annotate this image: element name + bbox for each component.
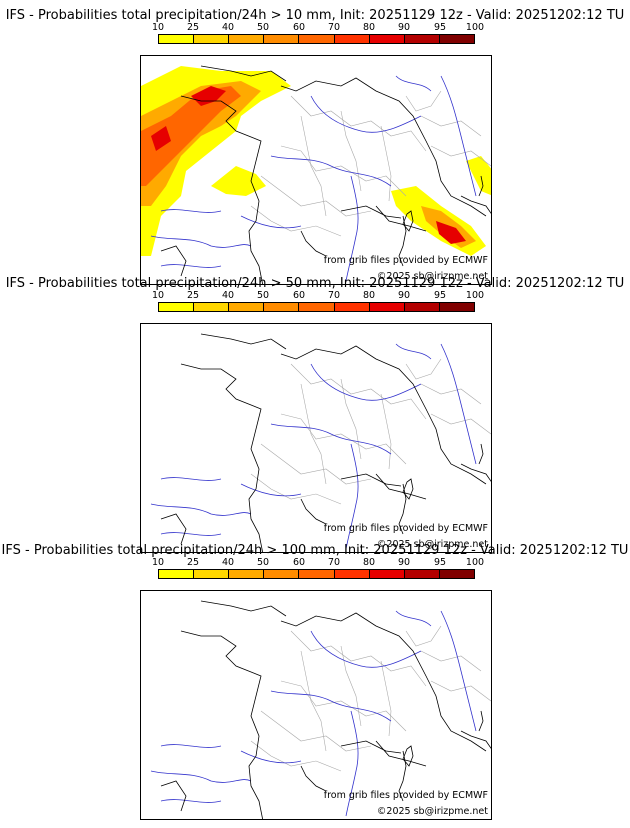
precipitation-map: from grib files provided by ECMWF ©2025 … (140, 590, 492, 820)
legend-label: 70 (327, 557, 341, 568)
color-scale (158, 569, 475, 579)
legend-label: 40 (221, 557, 235, 568)
map-graphic (150, 333, 491, 552)
legend-label: 100 (465, 557, 485, 568)
color-swatch (439, 570, 474, 578)
legend-label: 60 (292, 22, 306, 33)
legend-label: 80 (362, 290, 376, 301)
color-swatch (404, 35, 440, 43)
color-swatch (369, 35, 405, 43)
coastlines-borders (160, 333, 491, 552)
legend-label: 60 (292, 557, 306, 568)
precipitation-map: from grib files provided by ECMWF ©2025 … (140, 323, 492, 553)
color-swatch (159, 303, 195, 311)
color-swatch (369, 303, 405, 311)
map-panel-50mm: IFS - Probabilities total precipitation/… (0, 276, 630, 553)
legend-label: 25 (186, 22, 200, 33)
source-credit: from grib files provided by ECMWF (323, 255, 488, 266)
legend-labels: 10 25 40 50 60 70 80 90 95 100 (146, 558, 498, 568)
color-swatch (264, 303, 300, 311)
rivers (150, 343, 477, 550)
panel-title: IFS - Probabilities total precipitation/… (5, 8, 625, 23)
legend-label: 70 (327, 22, 341, 33)
legend-label: 70 (327, 290, 341, 301)
legend-label: 25 (186, 290, 200, 301)
legend-label: 90 (397, 557, 411, 568)
geography (150, 333, 491, 552)
map-panel-10mm: IFS - Probabilities total precipitation/… (0, 8, 630, 285)
admin-borders (250, 625, 491, 772)
legend-label: 80 (362, 557, 376, 568)
color-swatch (264, 35, 300, 43)
source-credit: from grib files provided by ECMWF (323, 523, 488, 534)
color-swatch (299, 303, 335, 311)
panel-title: IFS - Probabilities total precipitation/… (5, 276, 625, 291)
legend-label: 40 (221, 290, 235, 301)
map-graphic (141, 65, 491, 284)
legend-label: 90 (397, 22, 411, 33)
map-graphic (150, 600, 491, 819)
coastlines-borders (160, 600, 491, 819)
color-swatch (229, 570, 265, 578)
legend-label: 95 (433, 557, 447, 568)
legend-label: 80 (362, 22, 376, 33)
color-swatch (194, 570, 230, 578)
rivers (150, 75, 477, 282)
color-swatch (264, 570, 300, 578)
color-swatch (159, 570, 195, 578)
color-swatch (369, 570, 405, 578)
precipitation-map: from grib files provided by ECMWF ©2025 … (140, 55, 492, 285)
copyright-credit: ©2025 sb@irizpme.net (376, 806, 488, 817)
legend-label: 10 (151, 22, 165, 33)
legend-labels: 10 25 40 50 60 70 80 90 95 100 (146, 23, 498, 33)
copyright-credit: ©2025 sb@irizpme.net (376, 539, 488, 550)
legend-label: 25 (186, 557, 200, 568)
admin-borders (250, 358, 491, 505)
legend-label: 100 (465, 290, 485, 301)
color-scale (158, 34, 475, 44)
color-swatch (439, 35, 474, 43)
rivers (150, 610, 477, 817)
legend-label: 60 (292, 290, 306, 301)
legend-label: 50 (256, 290, 270, 301)
legend-label: 10 (151, 290, 165, 301)
color-swatch (229, 35, 265, 43)
legend-labels: 10 25 40 50 60 70 80 90 95 100 (146, 291, 498, 301)
color-swatch (299, 570, 335, 578)
color-swatch (404, 570, 440, 578)
precip-shading (141, 66, 491, 256)
color-swatch (194, 35, 230, 43)
color-scale (158, 302, 475, 312)
color-swatch (229, 303, 265, 311)
legend-label: 50 (256, 22, 270, 33)
geography (150, 65, 491, 284)
legend-label: 10 (151, 557, 165, 568)
color-swatch (334, 35, 370, 43)
panel-title: IFS - Probabilities total precipitation/… (1, 543, 629, 558)
copyright-credit: ©2025 sb@irizpme.net (376, 271, 488, 282)
map-panel-100mm: IFS - Probabilities total precipitation/… (0, 543, 630, 820)
admin-borders (250, 90, 491, 237)
legend-label: 95 (433, 22, 447, 33)
legend-label: 90 (397, 290, 411, 301)
legend-label: 50 (256, 557, 270, 568)
color-swatch (334, 303, 370, 311)
legend-label: 40 (221, 22, 235, 33)
color-swatch (404, 303, 440, 311)
color-swatch (159, 35, 195, 43)
coastlines-borders (160, 65, 491, 284)
legend-label: 100 (465, 22, 485, 33)
color-swatch (194, 303, 230, 311)
source-credit: from grib files provided by ECMWF (323, 790, 488, 801)
color-swatch (334, 570, 370, 578)
geography (150, 600, 491, 819)
color-swatch (299, 35, 335, 43)
legend-label: 95 (433, 290, 447, 301)
color-swatch (439, 303, 474, 311)
